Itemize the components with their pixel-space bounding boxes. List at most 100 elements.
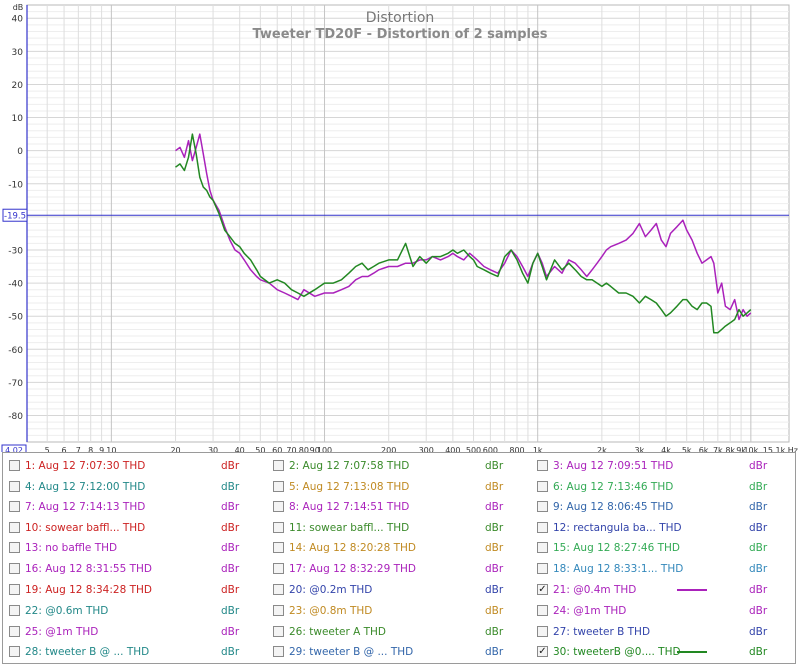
legend-checkbox[interactable] xyxy=(9,460,20,471)
legend-checkbox[interactable] xyxy=(9,563,20,574)
legend-checkbox[interactable] xyxy=(273,460,284,471)
legend-unit: dBr xyxy=(221,605,240,617)
legend-checkbox[interactable] xyxy=(9,542,20,553)
legend-item[interactable]: 27: tweeter B THD dBr xyxy=(537,625,787,643)
y-tick-label: -70 xyxy=(8,379,23,389)
legend-checkbox[interactable] xyxy=(273,605,284,616)
legend-item[interactable]: 25: @1m THD dBr xyxy=(9,625,259,643)
legend-item[interactable]: 15: Aug 12 8:27:46 THD dBr xyxy=(537,541,787,559)
legend-item[interactable]: 19: Aug 12 8:34:28 THD dBr xyxy=(9,583,259,601)
legend-item[interactable]: 1: Aug 12 7:07:30 THD dBr xyxy=(9,459,259,477)
legend-label: 20: @0.2m THD xyxy=(289,584,373,596)
legend-item[interactable]: 10: sowear baffl... THD dBr xyxy=(9,521,259,539)
legend-checkbox[interactable] xyxy=(273,542,284,553)
legend-checkbox[interactable] xyxy=(273,584,284,595)
legend-checkbox[interactable] xyxy=(9,605,20,616)
x-tick-label: 2k xyxy=(597,446,607,452)
legend-item[interactable]: 3: Aug 12 7:09:51 THD dBr xyxy=(537,459,787,477)
legend-item[interactable]: 4: Aug 12 7:12:00 THD dBr xyxy=(9,480,259,498)
legend-item[interactable]: 14: Aug 12 8:20:28 THD dBr xyxy=(273,541,523,559)
x-tick-label: 3k xyxy=(635,446,645,452)
x-tick-label: 9k xyxy=(736,446,746,452)
legend-label: 11: sowear baffl... THD xyxy=(289,522,410,534)
x-tick-label: 90 xyxy=(310,446,320,452)
legend-checkbox[interactable] xyxy=(273,626,284,637)
legend-unit: dBr xyxy=(221,563,240,575)
legend-checkbox[interactable] xyxy=(537,481,548,492)
legend-label: 28: tweeter B @ ... THD xyxy=(25,646,150,658)
legend-label: 19: Aug 12 8:34:28 THD xyxy=(25,584,152,596)
legend-unit: dBr xyxy=(221,646,240,658)
x-tick-label: 500 xyxy=(466,446,481,452)
legend-item[interactable]: 28: tweeter B @ ... THD dBr xyxy=(9,645,259,663)
x-tick-label: 100 xyxy=(317,446,332,452)
y-tick-label: 10 xyxy=(12,114,24,124)
legend-item[interactable]: 29: tweeter B @ ... THD dBr xyxy=(273,645,523,663)
legend-item[interactable]: 17: Aug 12 8:32:29 THD dBr xyxy=(273,562,523,580)
legend-checkbox[interactable] xyxy=(537,626,548,637)
legend-item[interactable]: 20: @0.2m THD dBr xyxy=(273,583,523,601)
legend-item[interactable]: 7: Aug 12 7:14:13 THD dBr xyxy=(9,500,259,518)
legend-checkbox[interactable] xyxy=(537,542,548,553)
legend-checkbox[interactable] xyxy=(9,626,20,637)
legend-checkbox[interactable] xyxy=(537,605,548,616)
legend-checkbox[interactable] xyxy=(273,501,284,512)
chart-subtitle: Tweeter TD20F - Distortion of 2 samples xyxy=(252,27,547,42)
y-tick-label: -60 xyxy=(8,346,23,356)
legend-checkbox[interactable] xyxy=(9,584,20,595)
legend-label: 9: Aug 12 8:06:45 THD xyxy=(553,501,674,513)
legend-item[interactable]: 24: @1m THD dBr xyxy=(537,604,787,622)
legend-label: 15: Aug 12 8:27:46 THD xyxy=(553,542,680,554)
legend-item[interactable]: 8: Aug 12 7:14:51 THD dBr xyxy=(273,500,523,518)
legend-item[interactable]: 13: no baffle THD dBr xyxy=(9,541,259,559)
legend-unit: dBr xyxy=(221,522,240,534)
x-tick-label: 1k xyxy=(533,446,543,452)
legend-item[interactable]: 16: Aug 12 8:31:55 THD dBr xyxy=(9,562,259,580)
legend-checkbox[interactable] xyxy=(9,481,20,492)
legend-item[interactable]: ✓ 21: @0.4m THD dBr xyxy=(537,583,787,601)
series-line xyxy=(175,133,752,334)
legend-item[interactable]: 5: Aug 12 7:13:08 THD dBr xyxy=(273,480,523,498)
legend-label: 27: tweeter B THD xyxy=(553,626,651,638)
legend-checkbox[interactable]: ✓ xyxy=(537,584,548,595)
legend-checkbox[interactable] xyxy=(537,563,548,574)
legend-checkbox[interactable] xyxy=(537,460,548,471)
x-tick-label: 50 xyxy=(255,446,265,452)
legend-checkbox[interactable] xyxy=(9,646,20,657)
legend-label: 25: @1m THD xyxy=(25,626,99,638)
legend-item[interactable]: 12: rectangula ba... THD dBr xyxy=(537,521,787,539)
x-tick-label: 200 xyxy=(381,446,396,452)
x-tick-label: 70 xyxy=(286,446,296,452)
legend-unit: dBr xyxy=(749,584,768,596)
legend-label: 10: sowear baffl... THD xyxy=(25,522,146,534)
y-tick-label: 30 xyxy=(12,48,24,58)
legend-item[interactable]: 11: sowear baffl... THD dBr xyxy=(273,521,523,539)
x-tick-label: 10k xyxy=(743,446,758,452)
legend-label: 5: Aug 12 7:13:08 THD xyxy=(289,481,410,493)
y-tick-label: 0 xyxy=(17,147,23,157)
legend-checkbox[interactable] xyxy=(537,522,548,533)
legend-checkbox[interactable] xyxy=(273,646,284,657)
legend-item[interactable]: 22: @0.6m THD dBr xyxy=(9,604,259,622)
legend-item[interactable]: ✓ 30: tweeterB @0.... THD dBr xyxy=(537,645,787,663)
legend-item[interactable]: 18: Aug 12 8:33:1... THD dBr xyxy=(537,562,787,580)
legend-checkbox[interactable]: ✓ xyxy=(537,646,548,657)
legend-checkbox[interactable] xyxy=(9,522,20,533)
legend-checkbox[interactable] xyxy=(273,563,284,574)
legend-item[interactable]: 26: tweeter A THD dBr xyxy=(273,625,523,643)
legend-item[interactable]: 6: Aug 12 7:13:46 THD dBr xyxy=(537,480,787,498)
legend-unit: dBr xyxy=(221,501,240,513)
y-tick-label: -30 xyxy=(8,246,23,256)
legend-checkbox[interactable] xyxy=(537,501,548,512)
x-axis-start-box xyxy=(1,444,27,452)
legend-item[interactable]: 2: Aug 12 7:07:58 THD dBr xyxy=(273,459,523,477)
legend-checkbox[interactable] xyxy=(9,501,20,512)
legend-checkbox[interactable] xyxy=(273,481,284,492)
legend-unit: dBr xyxy=(485,460,504,472)
legend-label: 4: Aug 12 7:12:00 THD xyxy=(25,481,146,493)
legend-item[interactable]: 9: Aug 12 8:06:45 THD dBr xyxy=(537,500,787,518)
legend-checkbox[interactable] xyxy=(273,522,284,533)
reference-line-label: -19.5 xyxy=(4,212,26,222)
legend-label: 24: @1m THD xyxy=(553,605,627,617)
legend-item[interactable]: 23: @0.8m THD dBr xyxy=(273,604,523,622)
